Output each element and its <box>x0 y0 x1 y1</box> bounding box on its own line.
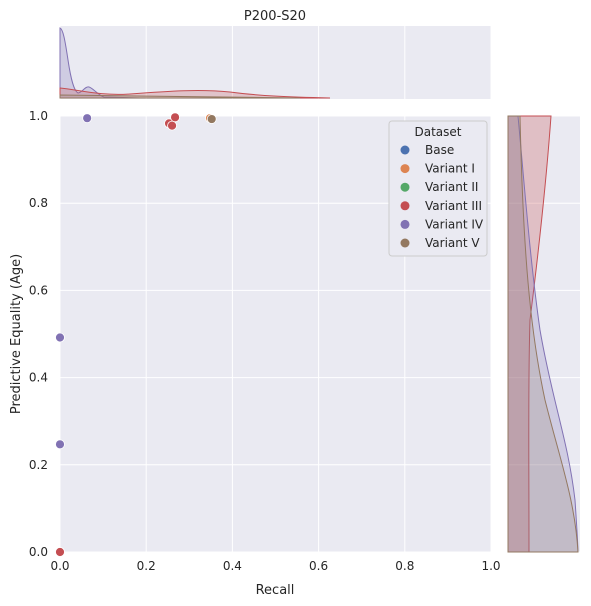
y-tick-label: 0.4 <box>29 371 48 385</box>
point-variant-iii <box>167 120 177 131</box>
legend-marker <box>400 219 410 229</box>
legend-marker <box>400 201 410 211</box>
legend-title: Dataset <box>415 125 462 139</box>
y-tick-label: 1.0 <box>29 109 48 123</box>
y-tick-label: 0.2 <box>29 458 48 472</box>
point-variant-iv <box>82 113 93 124</box>
legend-label: Variant II <box>425 180 478 194</box>
chart-title: P200-S20 <box>244 9 306 24</box>
top-marginal-area <box>60 26 491 99</box>
right-density-variant-iii <box>507 115 552 553</box>
right-density-variant-v <box>507 115 579 553</box>
x-tick-label: 1.0 <box>481 559 500 573</box>
legend-label: Variant I <box>425 162 475 176</box>
y-axis-label: Predictive Equality (Age) <box>9 254 24 414</box>
point-variant-iii <box>170 112 180 123</box>
point-variant-iv <box>55 439 65 450</box>
scatter-points <box>55 112 217 557</box>
y-tick-label: 0.0 <box>29 545 48 559</box>
legend-label: Variant V <box>425 236 480 250</box>
legend-label: Base <box>425 143 454 157</box>
legend-marker <box>400 145 410 155</box>
right-density-variant-iv <box>507 115 579 553</box>
top-density-variant-iv <box>59 27 141 99</box>
x-axis-label: Recall <box>256 583 295 598</box>
x-tick-label: 0.2 <box>137 559 156 573</box>
legend-box <box>388 120 488 257</box>
legend: Dataset Base Variant I Variant II Variant I… <box>388 120 488 257</box>
x-tick-label: 0.6 <box>309 559 328 573</box>
x-tick-label: 0.8 <box>395 559 414 573</box>
right-marginal-density <box>507 115 579 553</box>
y-tick-label: 0.8 <box>29 196 48 210</box>
legend-label: Variant III <box>425 199 482 213</box>
x-tick-label: 0.4 <box>223 559 242 573</box>
axis-ticks: 0.0 0.2 0.4 0.6 0.8 1.0 0.0 0.2 0.4 0.6 0.8 1.0 <box>29 109 501 573</box>
y-tick-label: 0.6 <box>29 283 48 297</box>
right-marginal-area <box>508 116 580 552</box>
top-density-variant-v <box>59 94 301 99</box>
top-marginal-density <box>59 27 331 99</box>
point-variant-v <box>206 114 217 124</box>
x-tick-label: 0.0 <box>50 559 69 573</box>
grid-lines <box>59 26 580 553</box>
point-variant-iii <box>55 547 65 557</box>
legend-label: Variant IV <box>425 217 484 231</box>
legend-marker <box>400 238 410 248</box>
point-variant-iv <box>55 332 65 343</box>
legend-marker <box>400 164 410 174</box>
legend-marker <box>400 182 410 192</box>
legend-items: Base Variant I Variant II Variant III Varian… <box>400 143 484 250</box>
